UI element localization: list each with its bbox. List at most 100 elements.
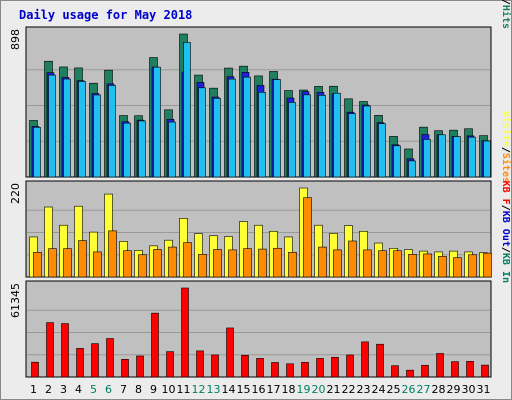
bar (91, 343, 99, 378)
bar (138, 254, 147, 278)
x-tick-label: 31 (477, 383, 491, 396)
bar (196, 350, 204, 378)
bar (438, 134, 446, 178)
x-tick-label: 12 (192, 383, 206, 396)
x-tick-label: 30 (462, 383, 476, 396)
bar (348, 240, 357, 278)
x-tick-label: 24 (372, 383, 386, 396)
y-max-label: 898 (9, 29, 22, 50)
series-kb-f (31, 287, 489, 378)
legend-item: KB F (500, 181, 511, 205)
chart-title: Daily usage for May 2018 (19, 8, 192, 22)
bar (436, 353, 444, 378)
bar (331, 356, 339, 378)
x-tick-label: 23 (357, 383, 371, 396)
bar (168, 246, 177, 278)
bar (121, 359, 129, 378)
bar (153, 249, 162, 278)
x-tick-label: 1 (30, 383, 37, 396)
bar (316, 358, 324, 378)
bar (211, 354, 219, 378)
bar (136, 355, 144, 378)
bar (318, 246, 327, 278)
x-tick-label: 9 (150, 383, 157, 396)
bar (301, 362, 309, 378)
bar (63, 78, 71, 178)
bar (468, 254, 477, 278)
x-tick-label: 13 (207, 383, 221, 396)
bar (466, 361, 474, 378)
bar (168, 121, 176, 178)
bar (183, 42, 191, 178)
x-tick-label: 26 (402, 383, 416, 396)
bar (213, 98, 221, 178)
bar (333, 92, 341, 178)
bar (198, 254, 207, 278)
legend: KB F/KB Out/KB In (500, 181, 511, 283)
legend-item: Sites (500, 153, 512, 183)
bar (61, 323, 69, 378)
x-tick-label: 6 (105, 383, 112, 396)
bar (376, 343, 384, 378)
bar (288, 252, 297, 278)
bar (483, 140, 491, 178)
bar (151, 312, 159, 378)
bar (48, 248, 57, 278)
bar (93, 94, 101, 178)
bar (46, 322, 54, 378)
bar (243, 248, 252, 278)
bar (363, 105, 371, 178)
x-tick-label: 2 (45, 383, 52, 396)
bar (393, 145, 401, 178)
bar (123, 122, 131, 178)
bar (408, 160, 416, 178)
bar (333, 249, 342, 278)
bar (258, 248, 267, 278)
bar (123, 250, 132, 278)
bar (286, 363, 294, 378)
legend-item: / (500, 147, 511, 153)
bar (271, 362, 279, 378)
bar (63, 248, 72, 278)
bar (166, 351, 174, 378)
bar (153, 66, 161, 178)
bar (288, 102, 296, 178)
y-max-label: 220 (9, 183, 22, 204)
x-tick-label: 8 (135, 383, 142, 396)
bar (348, 113, 356, 178)
legend-item: / (500, 247, 511, 253)
legend-item: KB Out (500, 211, 511, 247)
bar (198, 87, 206, 178)
y-max-label: 61345 (9, 283, 22, 318)
legend-item: / (500, 0, 511, 5)
bar (76, 348, 84, 378)
bar (243, 76, 251, 178)
x-axis-labels: 1 2 3 4 5 6 7 8 9 10 11 12 13 14 15 16 17 18 19 20 21 22 23 24 2… (30, 383, 491, 396)
legend: Pages/Files/Hits (500, 0, 512, 29)
bar (228, 249, 237, 278)
bar (48, 74, 56, 178)
bar (183, 242, 192, 278)
x-tick-label: 7 (120, 383, 127, 396)
bar (213, 249, 222, 278)
bar (303, 94, 311, 178)
bar (303, 197, 312, 278)
x-tick-label: 10 (162, 383, 176, 396)
bar (361, 341, 369, 378)
bar (408, 254, 417, 278)
bar (481, 364, 489, 378)
bar (33, 252, 42, 278)
bar (138, 120, 146, 178)
bar (108, 85, 116, 178)
bar (108, 230, 117, 278)
bar (468, 136, 476, 178)
x-tick-label: 27 (417, 383, 431, 396)
bar (423, 139, 431, 178)
bar (31, 361, 39, 378)
bar (33, 127, 41, 178)
bar (228, 78, 236, 178)
x-tick-label: 3 (60, 383, 67, 396)
